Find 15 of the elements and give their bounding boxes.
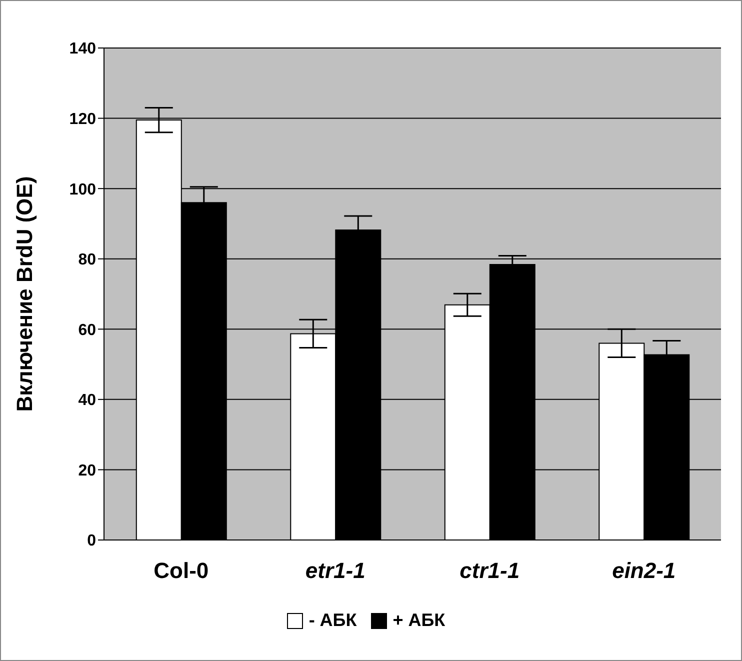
y-tick-label: 80: [78, 252, 96, 269]
y-axis-title: Включение BrdU (OE): [12, 176, 37, 412]
y-tick-label: 100: [69, 181, 96, 198]
y-tick-label: 0: [87, 532, 96, 550]
y-tick-label: 120: [69, 110, 96, 128]
x-tick-label: ein2-1: [612, 558, 676, 583]
x-tick-label: etr1-1: [305, 558, 366, 583]
x-tick-label: Col-0: [154, 558, 209, 583]
x-tick-label: ctr1-1: [460, 558, 520, 583]
y-tick-label: 20: [78, 462, 96, 480]
y-tick-label: 140: [69, 40, 96, 58]
legend-label: + АБК: [392, 610, 446, 631]
legend-label: - АБК: [308, 610, 357, 631]
y-tick-label: 40: [78, 392, 96, 410]
y-tick-label: 60: [78, 322, 96, 339]
